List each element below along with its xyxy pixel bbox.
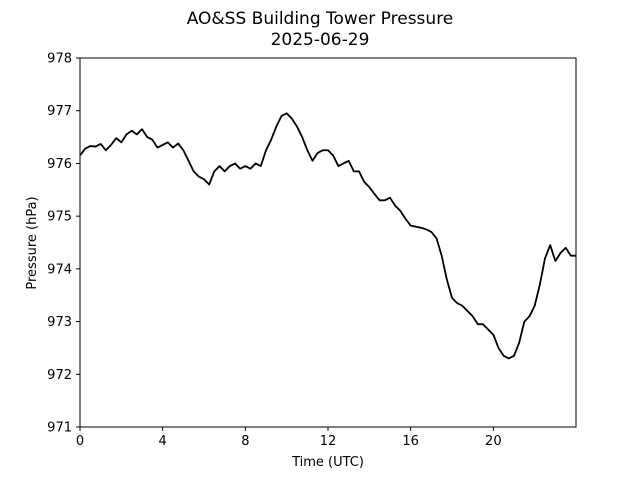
y-tick-label: 972 — [47, 368, 72, 383]
x-axis-label: Time (UTC) — [291, 455, 364, 470]
chart-subtitle: 2025-06-29 — [271, 30, 370, 50]
y-tick-label: 976 — [47, 157, 72, 172]
x-tick-label: 8 — [241, 434, 249, 449]
y-tick-label: 973 — [47, 315, 72, 330]
y-tick-label: 975 — [47, 210, 72, 225]
x-tick-label: 0 — [76, 434, 84, 449]
chart-title: AO&SS Building Tower Pressure — [187, 9, 454, 29]
y-tick-label: 977 — [47, 104, 72, 119]
plot-area — [79, 57, 577, 428]
y-tick-label: 978 — [47, 52, 72, 67]
x-tick-label: 20 — [485, 434, 502, 449]
pressure-series-line — [79, 112, 576, 360]
x-tick-label: 4 — [159, 434, 167, 449]
x-tick-label: 12 — [320, 434, 337, 449]
x-axis: 0 4 8 12 16 20 — [76, 427, 502, 449]
y-axis: 971 972 973 974 975 976 977 978 — [47, 52, 80, 436]
y-axis-label: Pressure (hPa) — [25, 196, 40, 289]
y-tick-label: 971 — [47, 421, 72, 436]
x-tick-label: 16 — [402, 434, 419, 449]
y-tick-label: 974 — [47, 262, 72, 277]
